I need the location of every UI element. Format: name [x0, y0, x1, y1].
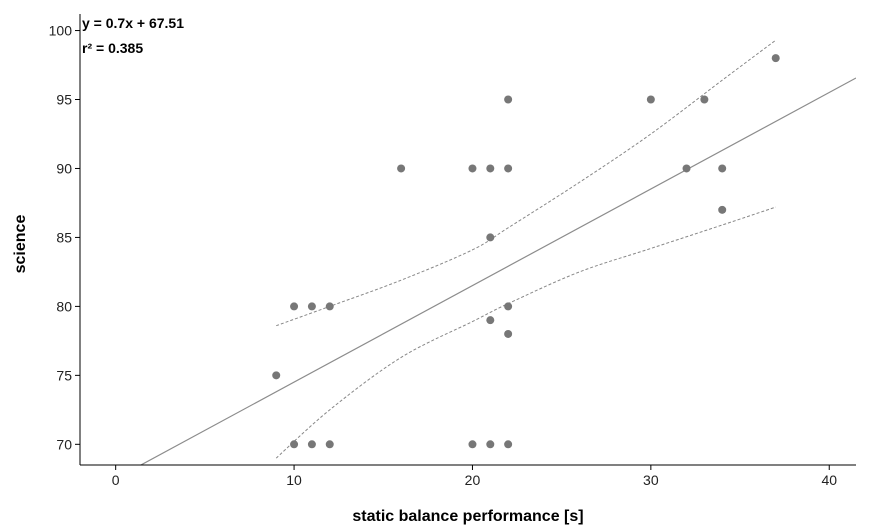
data-point — [486, 233, 495, 242]
y-tick-label: 90 — [56, 160, 72, 176]
data-point — [325, 440, 334, 449]
data-point — [468, 440, 477, 449]
data-point — [307, 302, 316, 311]
x-tick-label: 10 — [286, 472, 302, 488]
data-point — [307, 440, 316, 449]
y-tick-label: 100 — [49, 23, 73, 39]
data-point — [504, 329, 513, 338]
data-point — [486, 440, 495, 449]
x-tick-label: 30 — [643, 472, 659, 488]
regression-equation: y = 0.7x + 67.51 — [82, 15, 184, 31]
y-tick-label: 85 — [56, 229, 72, 245]
plot-area — [139, 39, 856, 465]
data-point — [718, 164, 727, 173]
y-axis-title: science — [12, 215, 29, 274]
plot-content — [139, 39, 856, 465]
confidence-band-upper — [276, 39, 777, 327]
data-point — [682, 164, 691, 173]
y-tick-label: 95 — [56, 92, 72, 108]
x-tick-label: 0 — [112, 472, 120, 488]
confidence-band-lower — [275, 206, 776, 459]
y-tick-label: 75 — [56, 367, 72, 383]
data-point — [646, 95, 655, 104]
regression-line — [139, 77, 856, 465]
x-axis-title: static balance performance [s] — [352, 508, 583, 525]
data-point — [504, 164, 513, 173]
data-point — [700, 95, 709, 104]
data-point — [504, 440, 513, 449]
x-tick-label: 20 — [465, 472, 481, 488]
data-point — [290, 302, 299, 311]
data-point — [290, 440, 299, 449]
axes: 0 10 20 30 40 70 75 80 85 90 95 100 — [49, 14, 856, 488]
data-point — [504, 302, 513, 311]
x-tick-label: 40 — [821, 472, 837, 488]
data-point — [325, 302, 334, 311]
data-point — [397, 164, 406, 173]
data-point — [771, 54, 780, 63]
data-point — [468, 164, 477, 173]
y-tick-label: 80 — [56, 298, 72, 314]
data-point — [486, 316, 495, 325]
y-tick-label: 70 — [56, 436, 72, 452]
r-squared-label: r² = 0.385 — [82, 40, 143, 56]
data-point — [272, 371, 281, 380]
data-point — [718, 205, 727, 214]
data-point — [504, 95, 513, 104]
data-point — [486, 164, 495, 173]
